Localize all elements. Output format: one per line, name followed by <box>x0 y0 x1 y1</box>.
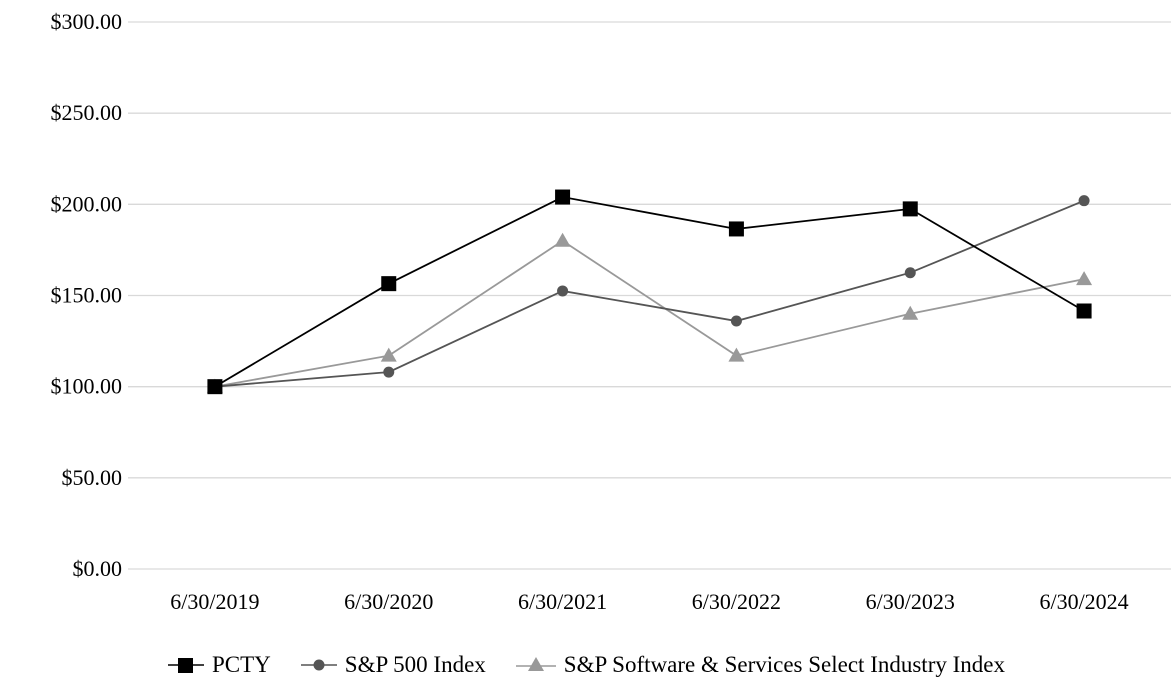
series-line <box>214 239 1085 388</box>
data-point-circle <box>557 285 569 297</box>
legend-label-sp500: S&P 500 Index <box>344 652 486 677</box>
data-point-circle <box>904 267 916 279</box>
x-tick-label: 6/30/2024 <box>1039 589 1128 614</box>
series-square <box>207 189 1092 395</box>
legend-item-sp500: S&P 500 Index <box>299 652 486 678</box>
legend-item-sp-software: S&P Software & Services Select Industry … <box>514 652 1005 678</box>
y-tick-label: $300.00 <box>51 9 123 34</box>
series-group <box>206 189 1093 395</box>
series-circle <box>209 195 1090 393</box>
data-point-square <box>555 189 571 205</box>
x-tick-label: 6/30/2021 <box>518 589 607 614</box>
x-axis-tick-labels: 6/30/2019 6/30/2020 6/30/2021 6/30/2022 6/30… <box>170 589 1128 614</box>
data-point-square <box>728 221 744 237</box>
data-point-triangle <box>1076 271 1093 286</box>
data-point-triangle <box>728 347 745 362</box>
legend: PCTY S&P 500 Index S&P Software & Servic… <box>0 648 1171 682</box>
y-tick-label: $0.00 <box>73 556 123 581</box>
triangle-marker-icon <box>515 657 556 671</box>
data-point-square <box>1076 303 1092 319</box>
y-tick-label: $50.00 <box>62 465 123 490</box>
series-line <box>214 196 1085 388</box>
y-tick-label: $250.00 <box>51 100 123 125</box>
y-tick-label: $150.00 <box>51 283 123 308</box>
legend-label-pcty: PCTY <box>212 652 271 677</box>
line-chart: $0.00 $50.00 $100.00 $150.00 $200.00 $250.00 $… <box>51 9 1171 614</box>
data-point-square <box>902 201 918 217</box>
square-marker-icon <box>168 658 204 673</box>
data-point-triangle <box>554 232 571 247</box>
circle-marker-icon <box>300 659 337 671</box>
legend-label-sp-software: S&P Software & Services Select Industry … <box>563 652 1005 677</box>
x-tick-label: 6/30/2023 <box>866 589 955 614</box>
series-line <box>214 199 1085 388</box>
data-point-triangle <box>380 347 397 362</box>
x-tick-label: 6/30/2022 <box>692 589 781 614</box>
data-point-square <box>207 379 223 395</box>
y-tick-label: $200.00 <box>51 191 123 216</box>
data-point-circle <box>730 315 742 327</box>
y-tick-label: $100.00 <box>51 374 123 399</box>
legend-item-pcty: PCTY <box>166 652 271 678</box>
gridlines <box>128 21 1171 570</box>
data-point-square <box>381 276 397 292</box>
data-point-circle <box>1078 195 1090 207</box>
y-axis-tick-labels: $0.00 $50.00 $100.00 $150.00 $200.00 $250.00 $… <box>51 9 123 581</box>
data-point-triangle <box>902 305 919 320</box>
data-point-circle <box>383 366 395 378</box>
x-tick-label: 6/30/2020 <box>344 589 433 614</box>
x-tick-label: 6/30/2019 <box>170 589 259 614</box>
series-triangle <box>206 232 1093 393</box>
